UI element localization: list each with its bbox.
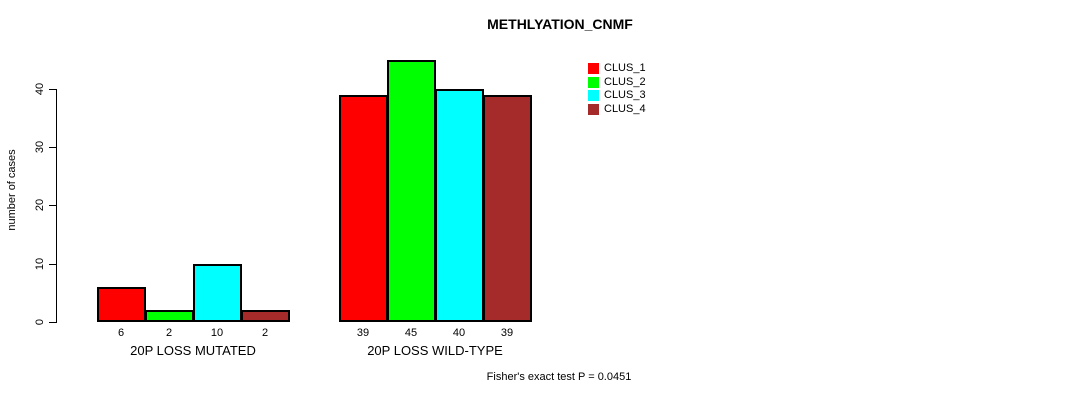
x-group-label: 20P LOSS WILD-TYPE — [367, 343, 503, 358]
x-group-label: 20P LOSS MUTATED — [130, 343, 256, 358]
bar-value-label: 40 — [452, 327, 466, 339]
y-axis-line — [56, 88, 57, 323]
y-axis-tick-label: 0 — [34, 318, 46, 326]
legend-label-clus_1: CLUS_1 — [604, 62, 646, 74]
bar-value-label: 39 — [500, 327, 514, 339]
bar-clus_2-group1 — [145, 310, 194, 322]
bar-value-label: 10 — [210, 327, 224, 339]
legend-label-clus_4: CLUS_4 — [604, 102, 646, 115]
bar-value-label: 2 — [261, 327, 269, 339]
bar-clus_1-group1 — [97, 287, 146, 322]
legend-swatch-clus_2 — [588, 76, 599, 88]
bar-value-label: 2 — [165, 327, 173, 339]
bar-value-label: 39 — [356, 327, 370, 339]
y-axis-tick — [49, 205, 56, 207]
y-axis-tick-label: 20 — [34, 199, 46, 212]
bar-clus_4-group1 — [241, 310, 290, 322]
bar-value-label: 45 — [404, 327, 418, 339]
legend-label-clus_2: CLUS_2 — [604, 75, 646, 88]
bar-value-label: 6 — [117, 327, 125, 339]
y-axis-tick — [49, 147, 56, 148]
bar-clus_2-group2 — [387, 59, 436, 322]
y-axis-tick-label: 10 — [34, 257, 46, 270]
bar-clus_4-group2 — [483, 94, 532, 322]
y-axis-tick — [49, 88, 56, 90]
bar-clus_3-group2 — [435, 88, 484, 322]
legend-swatch-clus_3 — [588, 90, 599, 101]
bar-clus_3-group1 — [193, 263, 242, 322]
legend-swatch-clus_4 — [588, 103, 599, 115]
bar-clus_1-group2 — [339, 94, 388, 322]
legend-label-clus_3: CLUS_3 — [604, 89, 646, 101]
y-axis-tick — [49, 322, 56, 323]
y-axis-tick — [49, 263, 56, 265]
y-axis-tick-label: 30 — [34, 140, 46, 154]
legend-swatch-clus_1 — [588, 63, 599, 74]
y-axis-tick-label: 40 — [34, 82, 46, 95]
fisher-test-annotation: Fisher's exact test P = 0.0451 — [486, 371, 632, 383]
chart-title: METHLYATION_CNMF — [487, 16, 633, 32]
